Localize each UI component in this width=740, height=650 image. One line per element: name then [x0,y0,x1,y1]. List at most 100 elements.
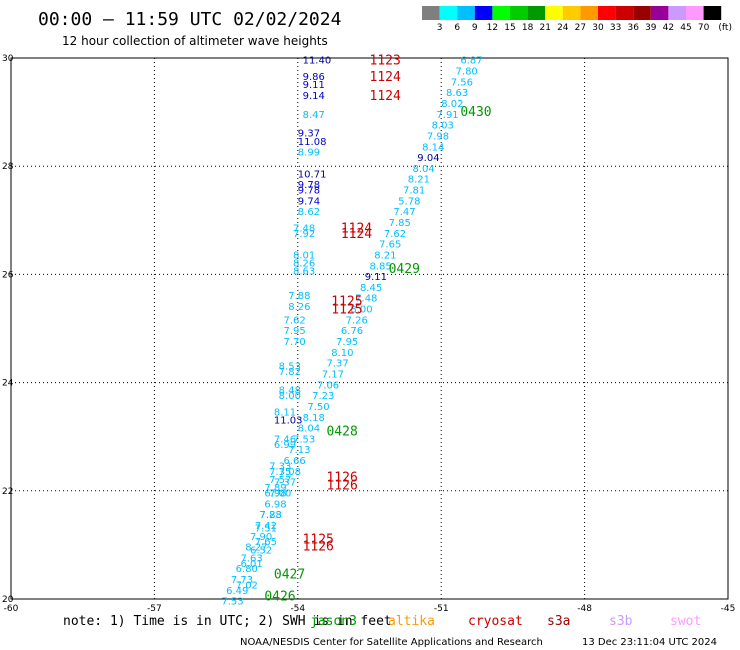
swh-value: 7.51 [255,524,277,535]
swh-value: 7.33 [269,461,291,472]
swh-value: 8.26 [293,259,315,270]
swh-value: 8.04 [413,164,435,175]
scale-swatch [545,6,563,20]
pass-time-label: 1126 [326,478,357,493]
y-tick-label: 30 [2,54,14,64]
swh-value: 7.70 [283,337,305,348]
swh-value: 7.88 [288,291,310,302]
swh-value: 7.53 [221,597,243,608]
footer-note: note: 1) Time is in UTC; 2) SWH is in fe… [63,614,392,629]
y-tick-label: 28 [2,162,14,172]
scale-swatch [580,6,598,20]
chart-title: 00:00 – 11:59 UTC 02/02/2024 [38,9,341,30]
swh-value: 8.47 [303,110,325,121]
swh-value: 9.74 [298,196,320,207]
swh-value: 8.45 [360,283,382,294]
scale-label: 39 [645,23,657,33]
swh-value: 8.21 [374,250,396,261]
scale-label: 9 [472,23,478,33]
swh-value: 8.63 [446,88,468,99]
swh-value: 7.81 [403,186,425,197]
satellite-jason3: jason3 [310,614,357,629]
pass-time-label: 1124 [341,227,372,242]
y-tick-label: 26 [2,270,14,280]
swh-value: 8.11 [274,407,296,418]
swh-value: 8.14 [422,142,444,153]
swh-value: 6.52 [250,545,272,556]
footer-credit: NOAA/NESDIS Center for Satellite Applica… [240,637,543,648]
pass-time-label: 0427 [274,568,305,583]
swh-value: 8.21 [408,175,430,186]
swh-value: 7.06 [317,380,339,391]
scale-label: 30 [592,23,604,33]
swh-value: 8.26 [288,302,310,313]
scale-label: 42 [663,23,674,33]
satellite-swot: swot [670,614,701,629]
pass-time-label: 1124 [370,89,401,104]
swh-value: 7.13 [288,445,310,456]
swh-value: 7.92 [293,229,315,240]
scale-label: 15 [504,23,515,33]
swh-value: 7.37 [274,478,296,489]
swh-value: 6.66 [283,456,305,467]
swh-value: 9.11 [365,272,387,283]
plot-area: -60 -57 -54 -51 -48 -45 20 22 24 26 28 30 6.877.80… [2,54,735,614]
scale-label: 12 [487,23,498,33]
swh-value: 7.98 [427,131,449,142]
scale-label: 6 [454,23,460,33]
swh-value: 7.50 [307,402,329,413]
scale-label: 33 [610,23,621,33]
swh-value: 7.85 [389,218,411,229]
swh-value: 7.65 [379,240,401,251]
swh-value: 7.91 [436,110,458,121]
scale-unit: (ft) [718,23,732,33]
series-jason3: 6.877.807.568.638.027.918.037.988.149.04… [221,56,491,608]
scale-swatch [703,6,722,20]
pass-time-label: 0429 [389,262,420,277]
y-tick-label: 22 [2,487,13,497]
swh-value: 8.27 [245,543,267,554]
chart-subtitle: 12 hour collection of altimeter wave hei… [62,34,328,48]
swh-value: 6.49 [226,586,248,597]
scale-swatch [474,6,493,20]
swh-value: 7.23 [312,391,334,402]
pass-time-label: 1126 [326,470,357,485]
pass-time-label: 1126 [303,540,334,555]
pass-time-label: 0430 [460,105,491,120]
data-marks: 6.877.807.568.638.027.918.037.988.149.04… [221,54,491,608]
swh-value: 6.98 [264,499,286,510]
y-axis: 20 22 24 26 28 30 [2,54,14,605]
swh-value: 8.63 [293,267,315,278]
scale-label: 70 [698,23,710,33]
footer-timestamp: 13 Dec 23:11:04 UTC 2024 [582,637,717,648]
y-tick-label: 24 [2,379,14,389]
swh-value: 9.78 [298,180,320,191]
scale-swatch [492,6,510,20]
swh-value: 7.47 [393,207,415,218]
x-tick-label: -54 [290,604,305,614]
swh-value: 7.62 [283,315,305,326]
swh-value: 6.99 [274,440,296,451]
satellite-cryosat: cryosat [468,614,523,629]
swh-value: 7.17 [322,369,344,380]
pass-time-label: 1125 [303,532,334,547]
scale-label: 3 [437,23,443,33]
swh-value: 7.83 [260,510,282,521]
swh-value: 7.08 [279,467,301,478]
pass-time-label: 0428 [326,424,357,439]
scale-swatch [668,6,686,20]
swh-value: 7.73 [231,575,253,586]
x-tick-label: -45 [721,604,736,614]
scale-label: 45 [680,23,691,33]
scale-swatch [510,6,528,20]
swh-value: 8.85 [370,261,392,272]
y-tick-label: 20 [2,595,14,605]
scale-swatch [598,6,616,20]
swh-value: 11.08 [298,137,327,148]
scale-swatch [527,6,546,20]
satellite-s3a: s3a [547,614,570,629]
swh-value: 7.56 [451,77,473,88]
swh-value: 7.48 [293,223,315,234]
swh-value: 8.53 [279,361,301,372]
x-tick-label: -48 [577,604,592,614]
